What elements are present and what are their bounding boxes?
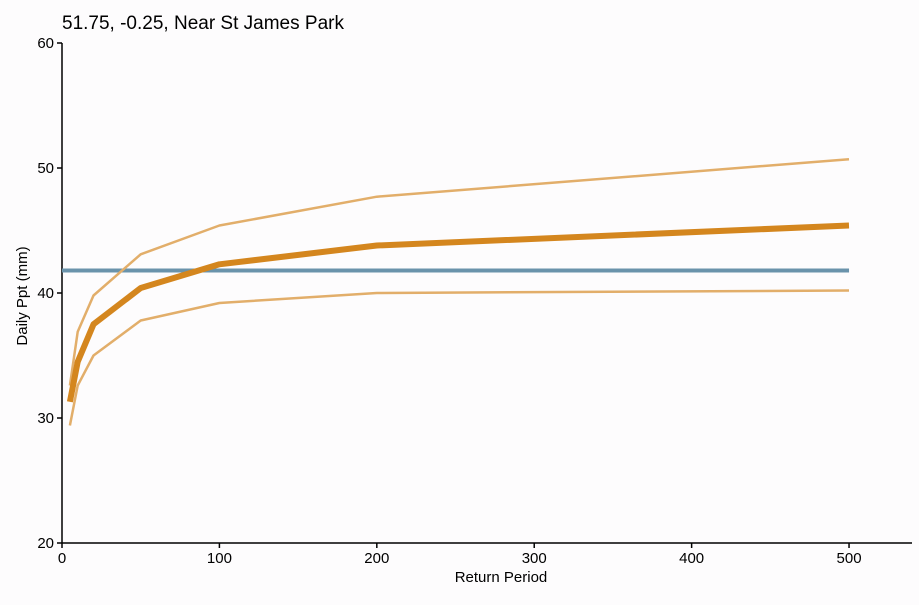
y-tick-label: 20 [37,535,54,552]
series-line-0 [66,222,850,403]
x-tick-label: 500 [837,550,862,567]
x-axis-label: Return Period [455,569,548,586]
x-tick-label: 200 [364,550,389,567]
y-tick-label: 50 [37,160,54,177]
axes: 20 30 40 50 60 0 100 200 300 400 500 Return Period D… [14,35,912,586]
y-tick-label: 30 [37,410,54,427]
x-tick-label: 400 [679,550,704,567]
chart-title: 51.75, -0.25, Near St James Park [62,13,344,34]
y-tick-label: 60 [37,35,54,52]
x-tick-label: 300 [522,550,547,567]
series-line-2 [68,289,850,426]
y-axis-label: Daily Ppt (mm) [14,246,31,345]
series-line-1 [68,157,850,386]
x-tick-label: 0 [58,550,66,567]
x-tick-label: 100 [207,550,232,567]
y-tick-label: 40 [37,285,54,302]
series-group [66,157,850,426]
